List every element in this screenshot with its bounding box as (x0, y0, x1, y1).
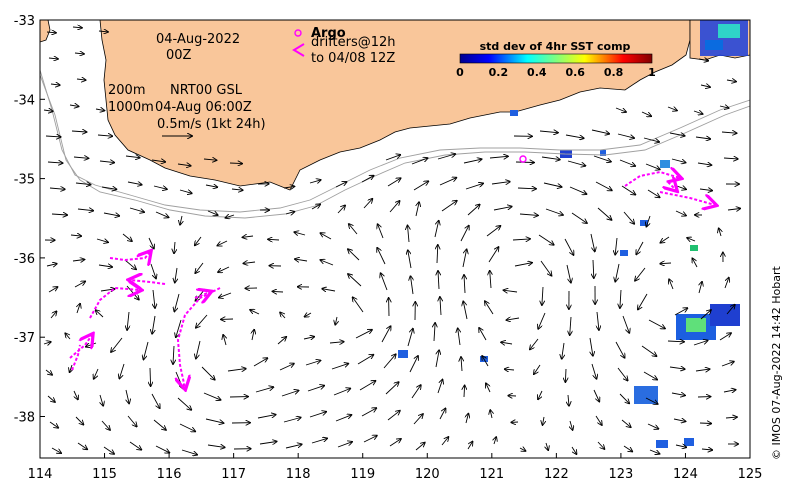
x-tick-label: 114 (28, 467, 53, 482)
x-tick-label: 121 (479, 467, 504, 482)
x-tick-label: 124 (673, 467, 698, 482)
x-tick-label: 120 (415, 467, 440, 482)
x-tick-label: 122 (544, 467, 569, 482)
velocity-arrow (565, 369, 566, 382)
colorbar-tick-label: 0.6 (565, 66, 585, 79)
velocity-scale-label: 0.5m/s (1kt 24h) (157, 117, 266, 132)
drifter-legend-line1: drifters@12h (311, 35, 396, 50)
x-tick-label: 123 (608, 467, 633, 482)
x-tick-label: 118 (286, 467, 311, 482)
map-time: 00Z (166, 48, 192, 63)
contour-label-1000: 1000m (108, 100, 154, 115)
y-tick-label: -38 (14, 411, 35, 426)
y-tick-label: -33 (14, 14, 35, 29)
colorbar-title: std dev of 4hr SST comp (480, 40, 631, 53)
velocity-arrow (464, 386, 465, 398)
colorbar-tick-label: 0.4 (527, 66, 547, 79)
colorbar-tick-label: 0 (456, 66, 464, 79)
contour-label-200: 200m (108, 83, 145, 98)
y-tick-label: -37 (14, 331, 35, 346)
map-date: 04-Aug-2022 (156, 32, 240, 47)
velocity-arrow (273, 291, 284, 292)
x-tick-label: 119 (350, 467, 375, 482)
y-tick-label: -36 (14, 252, 35, 267)
velocity-arrow (150, 368, 151, 386)
colorbar-tick-label: 0.8 (604, 66, 624, 79)
colorbar (460, 54, 652, 63)
y-tick-label: -35 (14, 173, 35, 188)
x-tick-label: 125 (738, 467, 763, 482)
y-tick-label: -34 (14, 93, 35, 108)
velocity-arrow (700, 423, 711, 424)
drifter-legend-line2: to 04/08 12Z (311, 51, 395, 66)
x-tick-label: 117 (221, 467, 246, 482)
product-time: 04-Aug 06:00Z (155, 100, 252, 115)
velocity-arrow (230, 163, 242, 164)
x-tick-label: 115 (92, 467, 117, 482)
colorbar-tick-label: 1 (648, 66, 656, 79)
credit-text: © IMOS 07-Aug-2022 14:42 Hobart (770, 266, 783, 460)
colorbar-tick-label: 0.2 (489, 66, 509, 79)
product-label: NRT00 GSL (170, 83, 243, 98)
x-tick-label: 116 (157, 467, 182, 482)
